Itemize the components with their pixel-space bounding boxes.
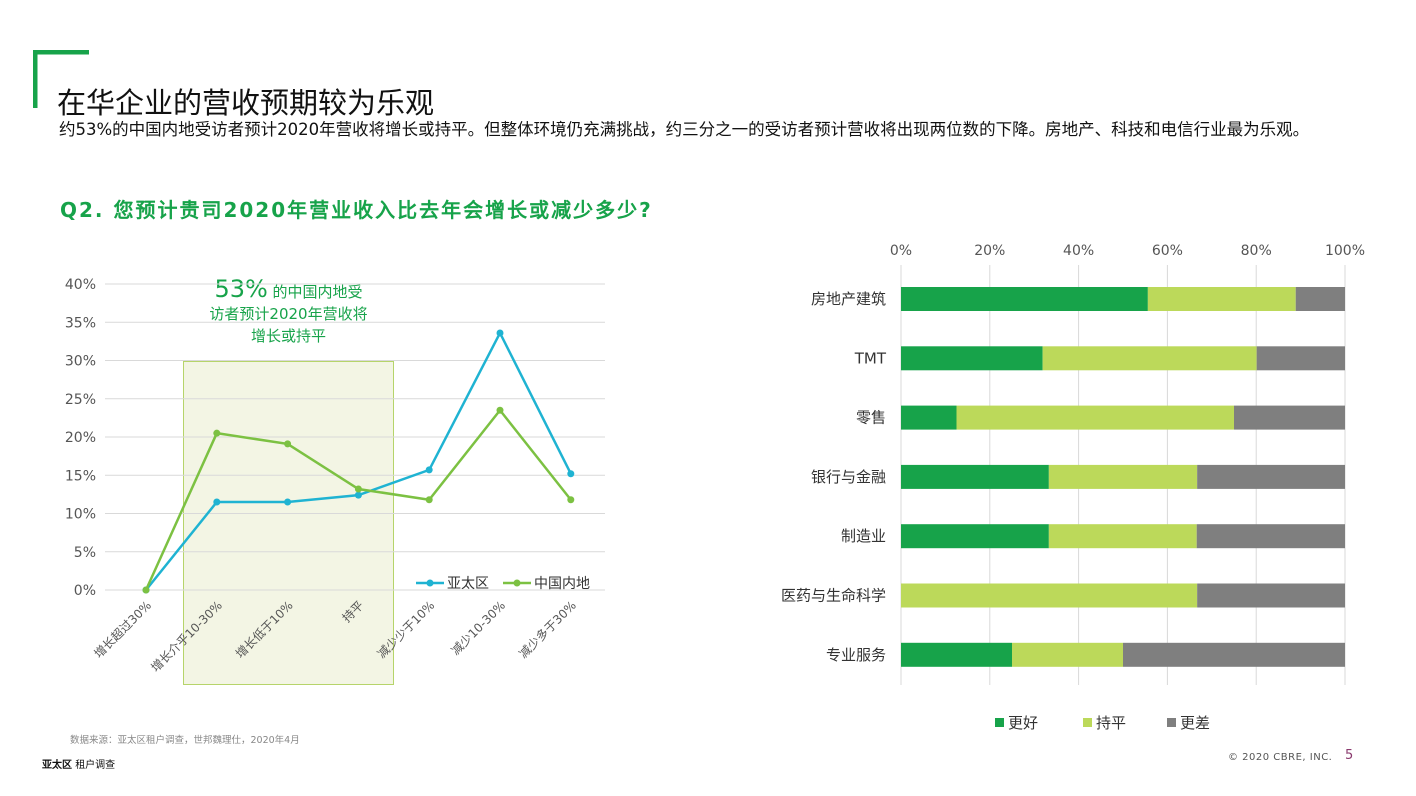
data-point — [567, 496, 575, 504]
bar-segment-worse — [1295, 287, 1345, 311]
x-tick-label: 60% — [1152, 243, 1183, 259]
page-subtitle: 约53%的中国内地受访者预计2020年营收将增长或持平。但整体环境仍充满挑战，约… — [59, 120, 1310, 139]
y-tick-label: 15% — [65, 468, 96, 484]
x-tick-label: 40% — [1063, 243, 1094, 259]
x-tick-label: 100% — [1325, 243, 1365, 259]
bar-segment-worse — [1196, 524, 1345, 549]
category-label: 专业服务 — [826, 646, 886, 664]
callout-line3: 增长或持平 — [250, 327, 326, 345]
survey-question: Q2. 您预计贵司2020年营业收入比去年会增长或减少多少? — [60, 198, 653, 222]
category-label: 制造业 — [841, 527, 886, 545]
legend-label: 中国内地 — [534, 576, 590, 592]
legend-label: 亚太区 — [447, 576, 489, 592]
x-tick-label: 20% — [974, 243, 1005, 259]
legend-swatch — [1167, 718, 1176, 727]
data-point — [284, 440, 292, 448]
bar-segment-flat — [1042, 346, 1257, 371]
x-tick-label: 减少少于10% — [375, 598, 438, 661]
category-label: 医药与生命科学 — [781, 587, 886, 605]
bar-segment-flat — [1147, 287, 1296, 311]
data-point — [425, 466, 433, 474]
data-point — [142, 586, 150, 594]
stacked-bar-chart: 0% 20% 40% 60% 80% 100% 房地产建筑 TMT 零售银行与金融制造业医药与生… — [781, 243, 1365, 732]
bar-segment-flat — [1048, 464, 1198, 489]
callout-line2: 访者预计2020年营收将 — [209, 305, 368, 323]
data-source: 数据来源：亚太区租户调查，世邦魏理仕，2020年4月 — [70, 735, 300, 746]
x-tick-label: 减少10-30% — [449, 598, 509, 658]
x-tick-label: 持平 — [339, 598, 367, 626]
callout-percent: 53% — [214, 275, 268, 303]
legend-swatch — [1083, 718, 1092, 727]
x-tick-label: 增长低于10% — [233, 598, 296, 661]
y-tick-label: 5% — [74, 545, 96, 561]
footer-brand: 亚太区 — [42, 760, 72, 771]
bar-segment-better — [901, 642, 1012, 667]
x-tick-label: 80% — [1241, 243, 1272, 259]
bar-segment-better — [901, 524, 1049, 549]
bar-segment-flat — [901, 583, 1198, 608]
legend-label: 更差 — [1180, 714, 1210, 732]
bar-segment-worse — [1256, 346, 1345, 371]
line-chart: 0% 5% 10% 15% 20% 25% 30% 35% 40% 增长超过30%增长介乎10-3… — [65, 277, 605, 675]
bar-segment-better — [901, 464, 1049, 489]
legend-label: 更好 — [1008, 714, 1038, 732]
data-point — [354, 485, 362, 493]
bar-segment-worse — [1123, 642, 1345, 667]
category-label: 房地产建筑 — [811, 290, 886, 308]
callout-line1: 的中国内地受 — [267, 283, 363, 301]
page-number: 5 — [1345, 748, 1354, 763]
bar-segment-better — [901, 287, 1148, 311]
data-point — [213, 498, 221, 506]
legend-label: 持平 — [1096, 714, 1126, 732]
bar-segment-flat — [1012, 642, 1123, 667]
data-point — [284, 498, 292, 506]
copyright: © 2020 CBRE, INC. — [1228, 752, 1333, 763]
y-tick-label: 35% — [65, 315, 96, 331]
legend-swatch — [995, 718, 1004, 727]
callout-text: 53% 的中国内地受 访者预计2020年营收将 增长或持平 — [183, 275, 394, 347]
x-tick-label: 增长介乎10-30% — [148, 598, 225, 675]
category-label: TMT — [854, 349, 887, 367]
data-point — [496, 329, 504, 337]
x-tick-label: 减少多于30% — [516, 598, 579, 661]
y-tick-label: 10% — [65, 507, 96, 523]
page-title: 在华企业的营收预期较为乐观 — [57, 86, 435, 120]
y-tick-label: 30% — [65, 354, 96, 370]
data-point — [213, 429, 221, 437]
data-point — [567, 470, 575, 478]
x-tick-label: 0% — [890, 243, 912, 259]
legend-marker — [513, 579, 521, 587]
bar-segment-better — [901, 346, 1043, 371]
y-tick-label: 25% — [65, 392, 96, 408]
x-tick-label: 增长超过30% — [91, 598, 154, 661]
bar-segment-better — [901, 405, 957, 430]
corner-accent — [33, 50, 89, 108]
bar-segment-flat — [956, 405, 1234, 430]
data-point — [354, 491, 362, 499]
y-tick-label: 40% — [65, 277, 96, 293]
bar-segment-worse — [1197, 583, 1345, 608]
bar-segment-flat — [1048, 524, 1197, 549]
y-tick-label: 20% — [65, 430, 96, 446]
footer-report-name: 亚太区 租户调查 — [42, 756, 115, 771]
category-label: 零售 — [856, 409, 886, 427]
bar-segment-worse — [1234, 405, 1345, 430]
bar-segment-worse — [1197, 464, 1345, 489]
footer-report: 租户调查 — [75, 760, 116, 771]
highlight-box — [183, 361, 394, 685]
legend-marker — [426, 579, 434, 587]
data-point — [496, 406, 504, 414]
category-label: 银行与金融 — [811, 468, 886, 486]
y-tick-label: 0% — [74, 583, 96, 599]
data-point — [425, 496, 433, 504]
